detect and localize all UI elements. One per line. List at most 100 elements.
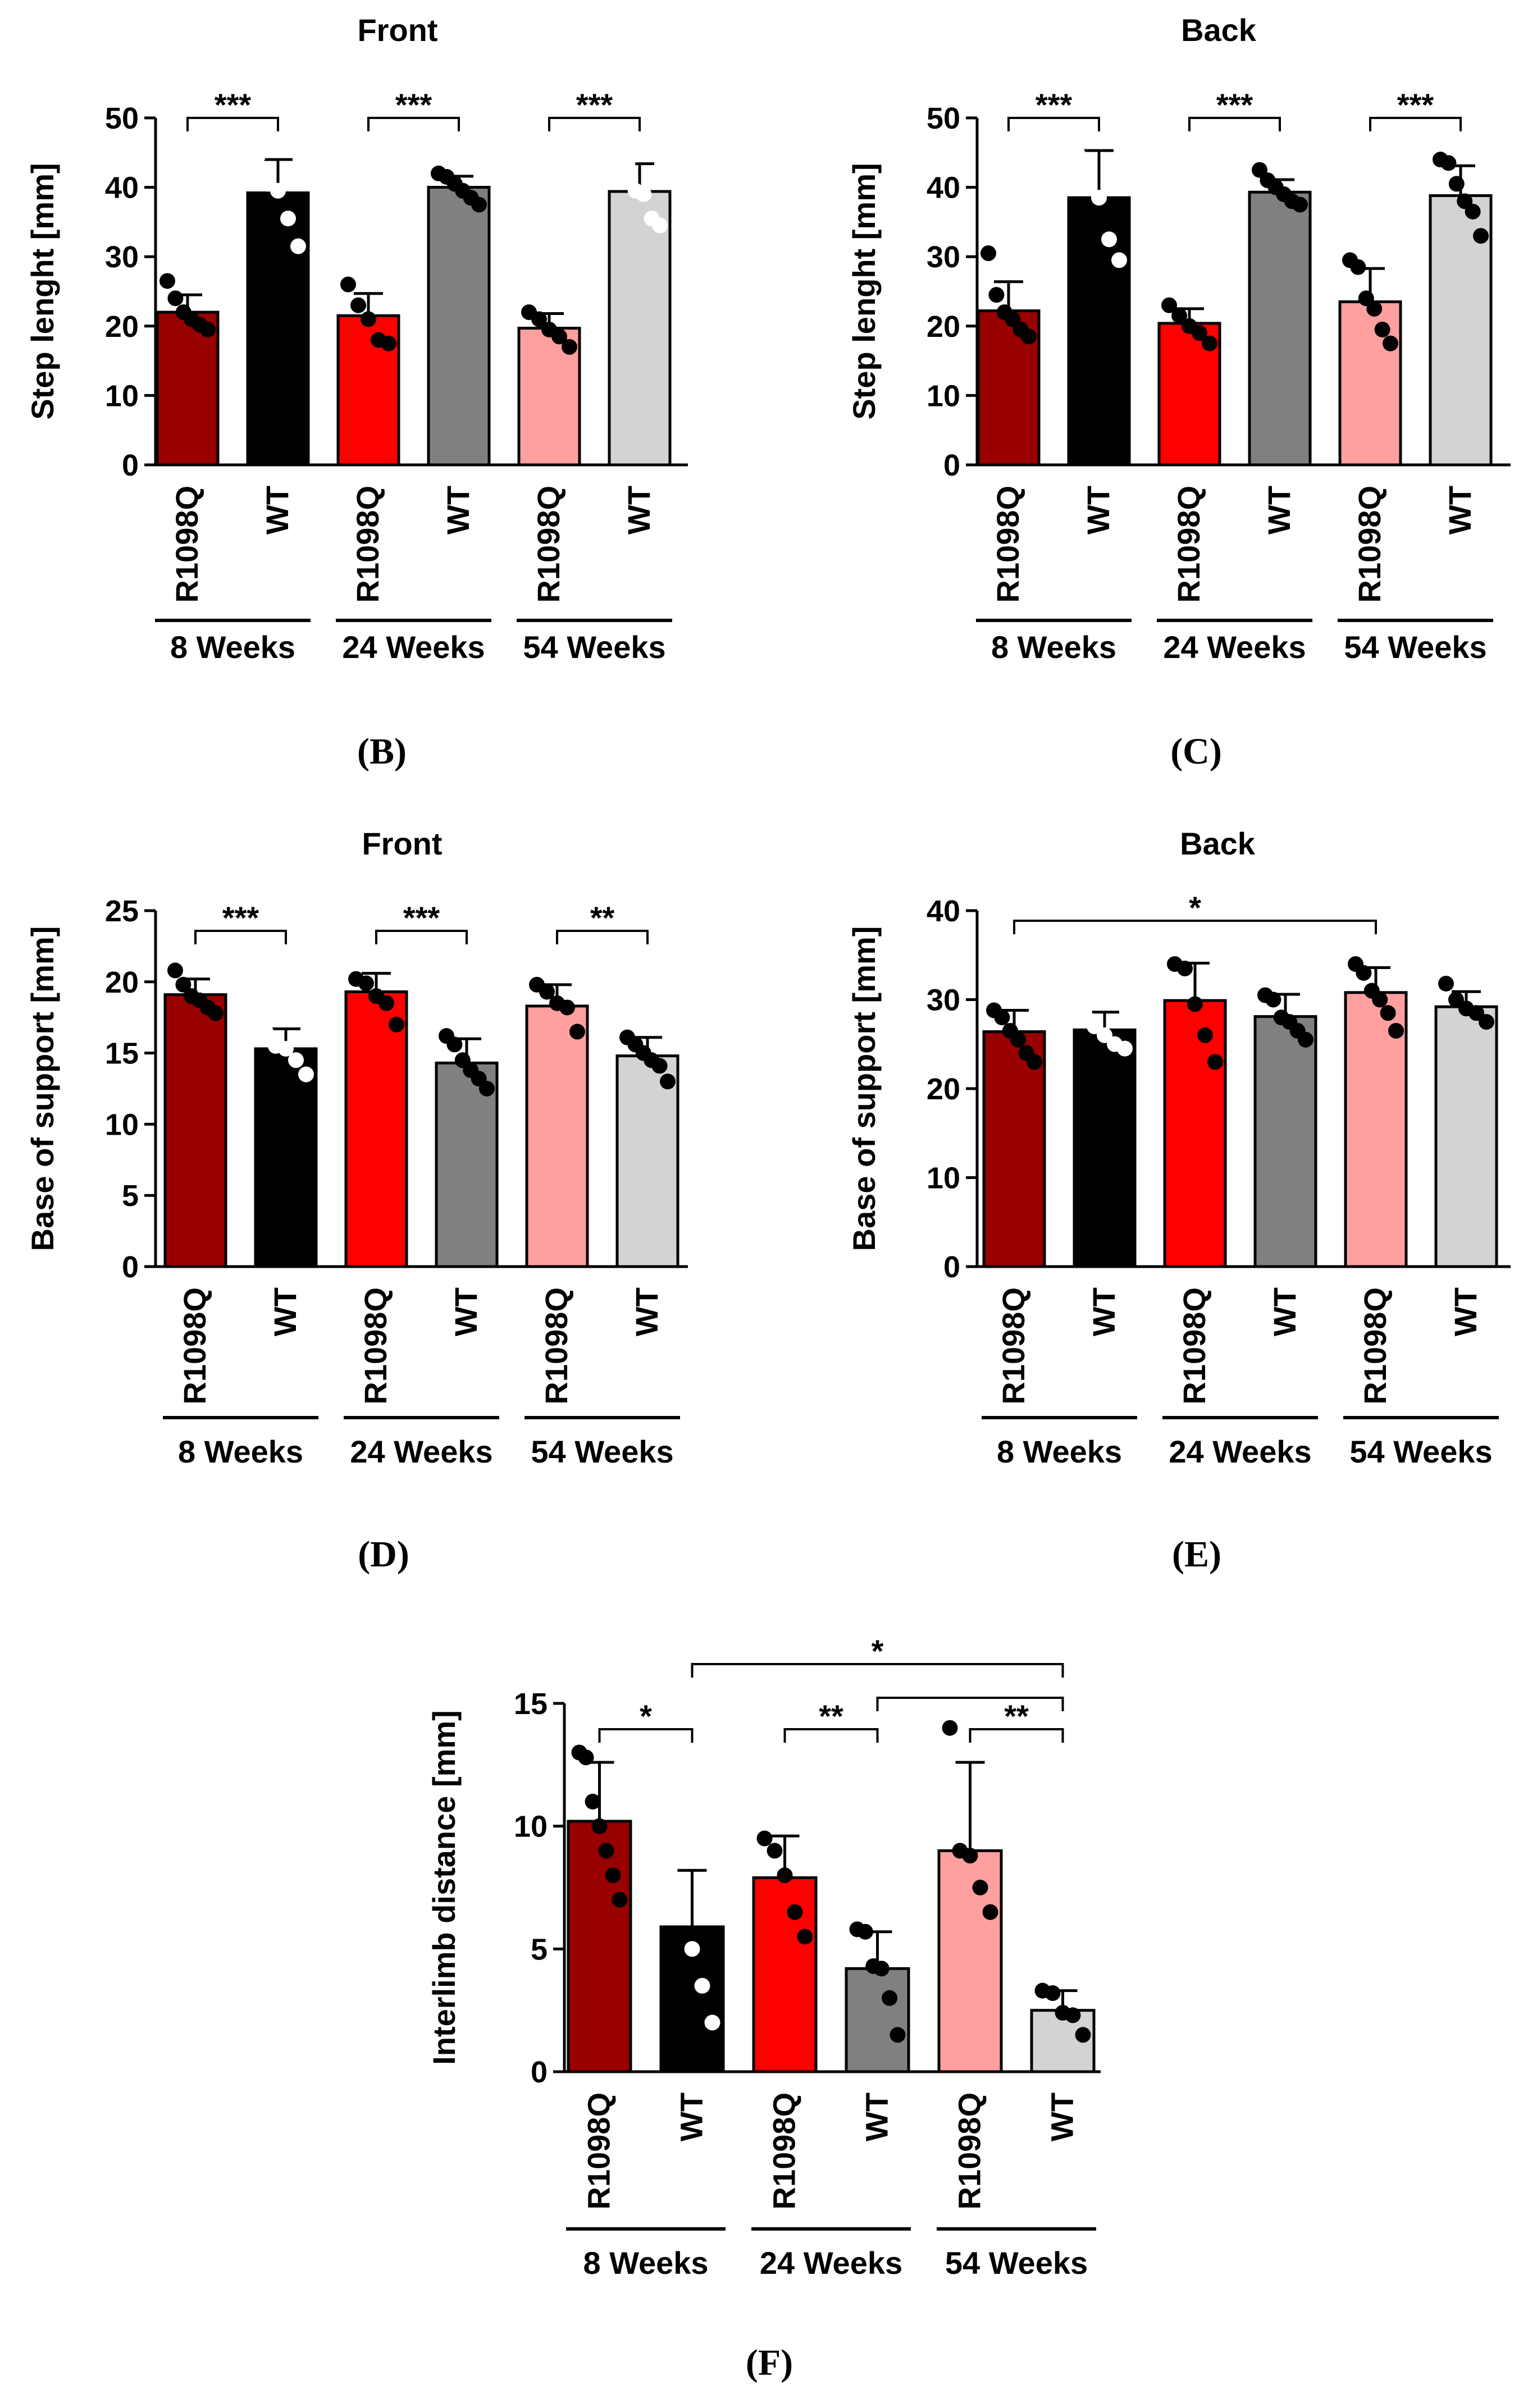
- data-point: [288, 1052, 304, 1068]
- data-point: [1197, 1027, 1213, 1043]
- y-tick-label: 50: [927, 102, 960, 135]
- data-point: [1298, 1031, 1313, 1048]
- x-category-label: R1098Q: [952, 2092, 987, 2210]
- significance-bracket: [783, 1728, 879, 1743]
- data-point: [531, 311, 547, 327]
- group-label: 24 Weeks: [1169, 1434, 1311, 1469]
- data-point: [1202, 335, 1217, 351]
- y-tick-label: 0: [531, 2055, 548, 2089]
- data-point: [652, 217, 668, 234]
- y-tick-label: 0: [943, 449, 960, 482]
- y-axis-label: Base of support [mm]: [846, 926, 882, 1251]
- significance-bracket: [548, 117, 641, 131]
- significance-bracket: [375, 930, 468, 944]
- x-category-label: R1098Q: [539, 1287, 574, 1405]
- data-point: [562, 339, 577, 355]
- chart-panel-b: Front Step lenght [mm] 0 10 20 30 40 50 R1098Q WT…: [25, 12, 688, 772]
- x-category-label: WT: [674, 2092, 709, 2141]
- data-point: [873, 1961, 890, 1977]
- panel-label: (F): [746, 2342, 793, 2383]
- group-label: 8 Weeks: [170, 629, 295, 665]
- chart-title: Back: [1181, 12, 1257, 48]
- data-point: [1071, 148, 1087, 164]
- bar-e-3: [1253, 1015, 1317, 1268]
- data-point: [358, 975, 374, 991]
- data-point: [857, 1923, 873, 1940]
- data-point: [1350, 259, 1366, 275]
- x-category-label: WT: [1045, 2092, 1080, 2141]
- data-point: [1356, 965, 1372, 981]
- significance-bracket: [1007, 117, 1100, 131]
- x-category-label: WT: [1261, 486, 1297, 534]
- data-point: [200, 321, 216, 337]
- group-label: 54 Weeks: [1349, 1434, 1492, 1469]
- x-category-label: R1098Q: [358, 1287, 393, 1405]
- data-point: [1292, 197, 1308, 213]
- y-tick-label: 20: [927, 1072, 960, 1106]
- x-category-label: WT: [448, 1287, 484, 1336]
- bar-c-5: [1429, 194, 1493, 467]
- data-point: [1448, 176, 1465, 192]
- significance-label: *: [1189, 890, 1201, 925]
- significance-label: ***: [1036, 87, 1073, 122]
- data-point: [381, 335, 396, 351]
- data-point: [1081, 176, 1097, 192]
- data-point: [539, 984, 555, 1000]
- y-tick-label: 30: [927, 240, 960, 274]
- group-label: 24 Weeks: [342, 629, 485, 665]
- significance-bracket: [367, 117, 460, 131]
- significance-label: **: [590, 900, 615, 935]
- y-tick-label: 15: [514, 1687, 548, 1721]
- x-category-label: WT: [259, 486, 295, 534]
- group-label: 24 Weeks: [760, 2245, 902, 2281]
- bar-c-4: [1338, 300, 1402, 467]
- chart-title: Front: [362, 826, 442, 861]
- data-point: [167, 290, 184, 307]
- x-category-label: R1098Q: [1176, 1287, 1212, 1405]
- data-point: [756, 1830, 773, 1847]
- significance-label: ***: [576, 87, 613, 122]
- bar-d-1: [254, 1047, 318, 1268]
- data-point: [1192, 325, 1207, 341]
- data-point: [1372, 991, 1388, 1008]
- data-point: [1187, 996, 1203, 1012]
- y-tick-label: 0: [122, 1250, 139, 1284]
- data-point: [1171, 308, 1187, 324]
- data-point: [569, 1023, 585, 1040]
- data-point: [1207, 1054, 1223, 1070]
- data-point: [290, 238, 306, 254]
- y-tick-label: 25: [105, 894, 139, 928]
- data-point: [636, 186, 652, 202]
- data-point: [1087, 1018, 1102, 1035]
- data-point: [674, 1904, 690, 1920]
- bar-b-3: [427, 186, 491, 467]
- data-point: [1021, 328, 1037, 345]
- x-category-label: R1098Q: [169, 486, 204, 603]
- y-tick-label: 20: [105, 310, 139, 344]
- data-point: [280, 211, 296, 227]
- x-category-label: WT: [1086, 1287, 1121, 1336]
- data-point: [1440, 155, 1457, 171]
- chart-panel-e: Back Base of support [mm] 0 10 20 30 40 R1098Q W…: [846, 826, 1511, 1575]
- y-tick-label: 10: [927, 379, 960, 413]
- x-category-label: R1098Q: [996, 1287, 1031, 1405]
- data-point: [612, 1891, 628, 1908]
- data-point: [479, 1081, 495, 1096]
- bar-b-5: [608, 190, 672, 467]
- x-category-label: WT: [621, 486, 656, 534]
- data-point: [1380, 1005, 1396, 1021]
- group-label: 8 Weeks: [991, 629, 1116, 665]
- data-point: [578, 1749, 594, 1766]
- x-category-label: R1098Q: [531, 486, 566, 603]
- bar-c-3: [1248, 190, 1312, 467]
- data-point: [1097, 1027, 1112, 1043]
- data-point: [1091, 190, 1107, 206]
- significance-label: ***: [395, 87, 432, 122]
- data-point: [175, 976, 191, 993]
- data-point: [1117, 1040, 1133, 1057]
- data-point: [994, 1009, 1010, 1026]
- data-point: [361, 311, 376, 327]
- y-tick-label: 40: [927, 171, 960, 205]
- data-point: [298, 1066, 314, 1082]
